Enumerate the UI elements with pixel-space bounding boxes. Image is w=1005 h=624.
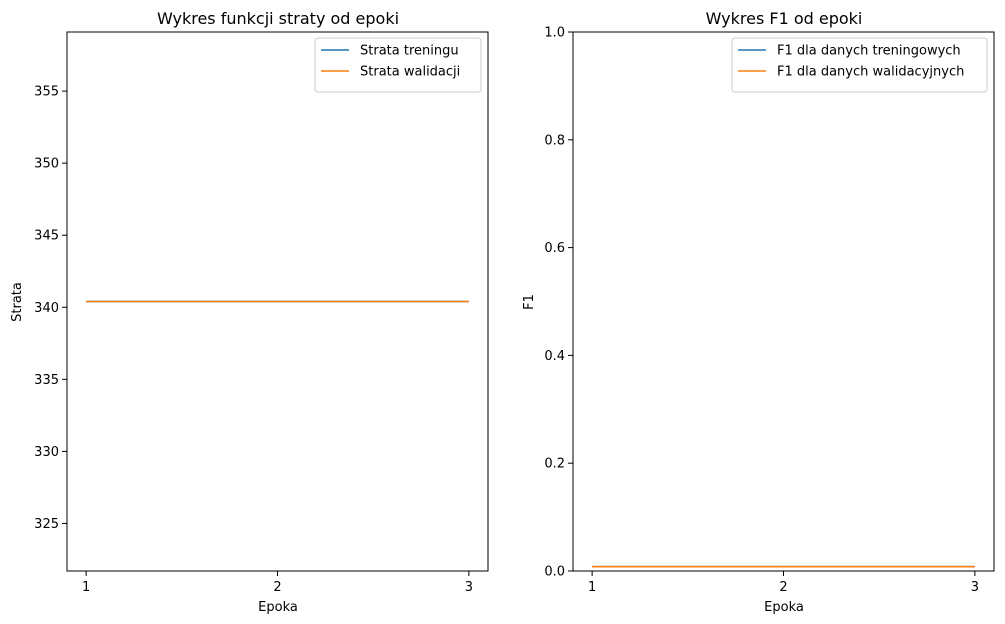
- f1-chart-frame: [572, 31, 995, 572]
- f1-chart-legend: F1 dla danych treningowych F1 dla danych …: [731, 37, 988, 93]
- loss-chart-ytick-label: 330: [34, 445, 59, 460]
- loss-chart-xlabel: Epoka: [258, 600, 298, 615]
- f1-chart-ytick-label: 0.0: [544, 565, 565, 580]
- f1-chart-ticks: 1 2 3 0.0 0.2 0.4 0.6 0.8 1.0: [544, 26, 979, 596]
- f1-chart-ytick-label: 1.0: [544, 26, 565, 41]
- loss-chart-ylabel: Strata: [10, 282, 25, 322]
- loss-chart-title: Wykres funkcji straty od epoki: [157, 9, 399, 28]
- loss-chart-legend-box: [314, 37, 482, 93]
- f1-chart-legend-label: F1 dla danych walidacyjnych: [777, 65, 964, 80]
- f1-chart-legend-label: F1 dla danych treningowych: [777, 44, 961, 59]
- f1-chart: Wykres F1 od epoki Epoka F1 1 2 3 0.0 0.2 0.4…: [522, 9, 995, 615]
- loss-chart-xtick-label: 1: [82, 580, 90, 595]
- loss-chart-legend-label: Strata walidacji: [360, 65, 460, 80]
- loss-chart-ytick-label: 345: [34, 229, 59, 244]
- loss-chart: Wykres funkcji straty od epoki Epoka Str…: [10, 9, 489, 615]
- loss-chart-legend: Strata treningu Strata walidacji: [314, 37, 482, 93]
- f1-chart-ytick-label: 0.8: [544, 133, 565, 148]
- f1-chart-xtick-label: 2: [779, 580, 787, 595]
- loss-chart-xtick-label: 2: [273, 580, 281, 595]
- f1-chart-xlabel: Epoka: [764, 600, 804, 615]
- loss-chart-ytick-label: 325: [34, 517, 59, 532]
- f1-chart-legend-box: [731, 37, 988, 93]
- f1-chart-xtick-label: 1: [588, 580, 596, 595]
- f1-chart-ylabel: F1: [522, 294, 537, 310]
- f1-chart-ytick-label: 0.2: [544, 457, 565, 472]
- f1-chart-xtick-label: 3: [971, 580, 979, 595]
- loss-chart-legend-label: Strata treningu: [360, 44, 459, 59]
- loss-chart-ytick-label: 340: [34, 301, 59, 316]
- loss-chart-frame: [66, 31, 489, 572]
- f1-chart-ytick-label: 0.6: [544, 241, 565, 256]
- f1-chart-ytick-label: 0.4: [544, 349, 565, 364]
- loss-chart-ytick-label: 335: [34, 373, 59, 388]
- loss-chart-ticks: 1 2 3 325 330 335 340 345 350 355: [34, 85, 473, 595]
- f1-chart-title: Wykres F1 od epoki: [706, 9, 863, 28]
- loss-chart-ytick-label: 350: [34, 157, 59, 172]
- loss-chart-xtick-label: 3: [465, 580, 473, 595]
- loss-chart-ytick-label: 355: [34, 85, 59, 100]
